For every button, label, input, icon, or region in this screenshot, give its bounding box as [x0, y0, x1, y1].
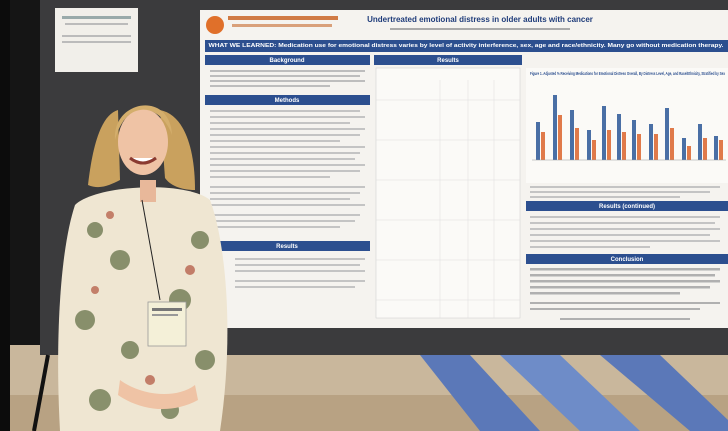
info-text — [62, 35, 131, 37]
section-header — [526, 254, 728, 264]
carpet-pattern — [600, 355, 728, 431]
results-table — [375, 67, 521, 319]
stand-pole — [0, 0, 10, 431]
section-header — [205, 95, 370, 105]
figure-caption: Figure 1. Adjusted % Receiving Medicatio… — [530, 71, 725, 76]
body-text — [235, 258, 365, 288]
section-header — [205, 55, 370, 65]
banner — [205, 40, 728, 52]
section-title: Results — [437, 58, 459, 64]
carpet-pattern — [420, 355, 540, 431]
info-text — [62, 41, 131, 43]
section-header — [205, 241, 370, 251]
body-text — [530, 268, 720, 320]
authors — [390, 28, 570, 30]
figure-bars — [536, 95, 723, 160]
body-text — [210, 70, 365, 87]
easel-leg — [32, 354, 50, 431]
section-title: Methods — [275, 98, 300, 104]
body-text — [530, 216, 720, 248]
info-text — [65, 23, 128, 25]
carpet-pattern — [500, 355, 640, 431]
logo — [206, 16, 224, 34]
institution-text — [232, 24, 332, 27]
poster-title: Undertreated emotional distress in older… — [367, 15, 593, 24]
body-text — [210, 110, 365, 228]
person — [58, 105, 228, 431]
section-header — [374, 55, 522, 65]
section-title: Results — [276, 244, 298, 250]
table-rules — [376, 80, 520, 318]
section-title: Background — [269, 58, 304, 64]
section-title: Results (continued) — [599, 204, 655, 210]
section-title: Conclusion — [611, 257, 644, 263]
section-header — [526, 201, 728, 211]
banner-text: WHAT WE LEARNED: Medication use for emot… — [209, 43, 725, 49]
institution-text — [228, 16, 338, 20]
body-text — [530, 186, 720, 198]
info-text — [62, 16, 131, 19]
